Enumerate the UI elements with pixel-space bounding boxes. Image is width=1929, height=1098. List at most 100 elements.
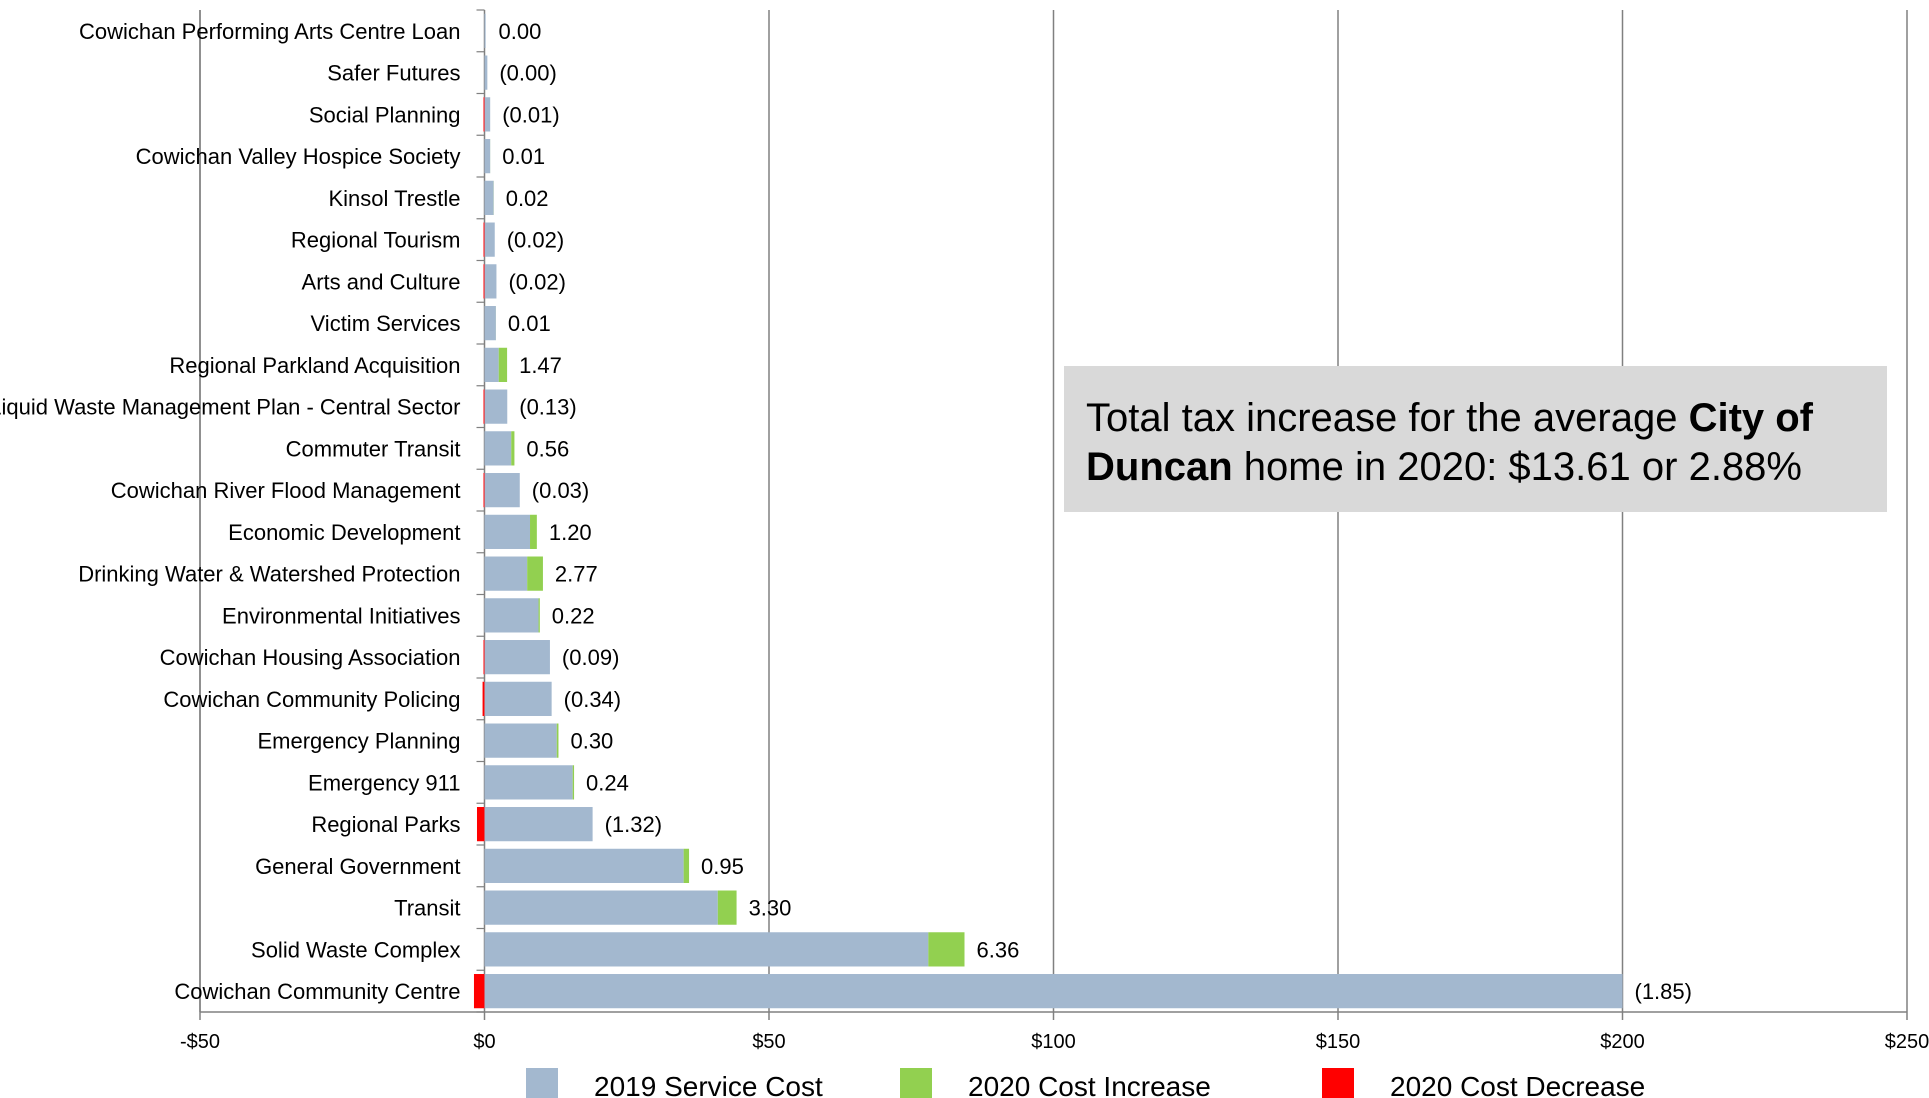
data-label: (1.85) [1635,979,1692,1004]
category-label: Solid Waste Complex [251,937,460,962]
bar-2019-service-cost [484,598,539,633]
bar-2019-service-cost [484,765,573,800]
data-label: 1.20 [549,520,592,545]
data-label: (0.02) [507,228,564,253]
category-label: Cowichan Performing Arts Centre Loan [79,19,461,44]
data-label: 1.47 [519,353,562,378]
data-label: (0.09) [562,645,619,670]
bar-2020-cost-decrease [483,264,485,299]
bar-2019-service-cost [484,556,528,591]
legend-swatch [1322,1068,1354,1098]
bar-2019-service-cost [484,431,512,466]
category-label: Emergency Planning [257,729,460,754]
annotation-box: Total tax increase for the average City … [1064,366,1887,512]
bar-2020-cost-increase [530,514,537,549]
category-label: Cowichan Community Policing [163,687,460,712]
bar-2020-cost-decrease [482,681,485,716]
category-label: Kinsol Trestle [328,186,460,211]
bar-2019-service-cost [484,974,1623,1009]
category-label: General Government [255,854,460,879]
bar-2019-service-cost [484,13,486,48]
bar-2019-service-cost [484,932,929,967]
category-label: Cowichan Valley Hospice Society [136,144,461,169]
legend-swatch [900,1068,932,1098]
legend-swatch [526,1068,558,1098]
bar-2019-service-cost [484,97,491,132]
bar-2020-cost-decrease [476,807,485,842]
bar-2019-service-cost [484,306,496,341]
bar-2019-service-cost [484,681,552,716]
category-label: Transit [394,896,460,921]
category-label: Drinking Water & Watershed Protection [78,562,460,587]
data-label: 0.30 [570,729,613,754]
data-label: 0.95 [701,854,744,879]
data-label: 0.01 [502,144,545,169]
category-label: Cowichan Community Centre [174,979,460,1004]
annotation-text-1: Total tax increase for the average [1086,396,1689,440]
data-label: 6.36 [977,937,1020,962]
data-label: 0.24 [586,770,629,795]
svg-text:Total tax increase for the ave: Total tax increase for the average City … [1086,396,1814,440]
bar-2020-cost-increase [572,765,575,800]
category-label: Social Planning [309,102,461,127]
bar-2019-service-cost [484,347,499,382]
category-label: Environmental Initiatives [222,603,460,628]
bar-2019-service-cost [484,264,497,299]
category-label: Liquid Waste Management Plan - Central S… [0,395,461,420]
bar-2019-service-cost [484,55,488,90]
x-tick-label: $200 [1600,1031,1645,1053]
bar-2019-service-cost [484,139,491,174]
category-label: Safer Futures [327,61,460,86]
x-tick-label: $150 [1316,1031,1361,1053]
category-label: Regional Tourism [291,228,461,253]
annotation-bold-2: Duncan [1086,445,1233,489]
category-labels: Cowichan Performing Arts Centre Loan Safe… [0,19,461,1004]
data-label: 0.02 [506,186,549,211]
x-tick-label: $50 [752,1031,785,1053]
data-label: (0.00) [499,61,556,86]
bar-2020-cost-increase [538,598,540,633]
bar-2020-cost-increase [556,723,559,758]
bar-2020-cost-increase [527,556,543,591]
bar-2020-cost-decrease [483,389,485,424]
category-label: Cowichan Housing Association [160,645,461,670]
bar-2020-cost-decrease [483,97,485,132]
bar-2020-cost-increase [717,890,737,925]
legend-label: 2019 Service Cost [594,1071,823,1098]
category-label: Victim Services [311,311,461,336]
data-label: 0.22 [552,603,595,628]
annotation-text-2: home in 2020: $13.61 or 2.88% [1233,445,1802,489]
data-label: 0.00 [499,19,542,44]
category-label: Economic Development [228,520,460,545]
data-label: (0.13) [519,395,576,420]
data-label: (0.03) [532,478,589,503]
category-label: Arts and Culture [302,269,461,294]
bar-2019-service-cost [484,389,508,424]
category-label: Commuter Transit [286,436,461,461]
bar-2020-cost-decrease [483,473,485,508]
data-label: 2.77 [555,562,598,587]
bar-2019-service-cost [484,180,494,215]
bar-2019-service-cost [484,848,684,883]
bar-2020-cost-increase [511,431,515,466]
data-labels: 0.00 (0.00) (0.01) 0.01 0.02 (0.02) (0.02) 0.01… [499,19,1692,1004]
legend-label: 2020 Cost Increase [968,1071,1211,1098]
bar-2019-service-cost [484,514,531,549]
data-label: (0.01) [502,102,559,127]
bar-2020-cost-increase [498,347,508,382]
bar-2019-service-cost [484,723,557,758]
x-axis-tick-labels: -$50 $0 $50 $100 $150 $200 $250 [180,1031,1929,1053]
data-label: 3.30 [749,896,792,921]
bar-2020-cost-increase [928,932,965,967]
bar-2020-cost-decrease [483,222,485,257]
legend: 2019 Service Cost 2020 Cost Increase 2020 … [526,1068,1645,1098]
bar-2019-service-cost [484,890,718,925]
bar-2019-service-cost [484,807,593,842]
x-tick-label: $250 [1885,1031,1929,1053]
annotation-bold-1: City of [1689,396,1814,440]
bar-2020-cost-decrease [473,974,485,1009]
legend-label: 2020 Cost Decrease [1390,1071,1645,1098]
category-label: Emergency 911 [308,770,460,795]
x-tick-label: -$50 [180,1031,220,1053]
